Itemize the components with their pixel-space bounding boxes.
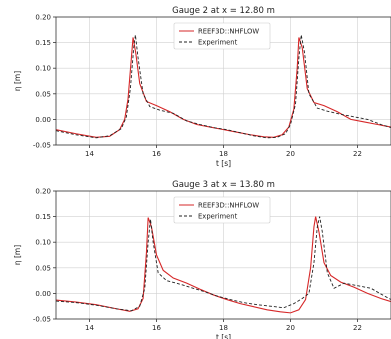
series-line-experiment — [56, 34, 391, 139]
x-tick-label: 14 — [85, 324, 94, 332]
chart-title: Gauge 3 at x = 13.80 m — [172, 180, 275, 190]
y-tick-label: -0.05 — [33, 316, 51, 324]
x-tick-label: 16 — [152, 324, 161, 332]
y-tick-label: 0.20 — [35, 14, 51, 22]
x-axis-label: t [s] — [216, 159, 231, 168]
x-tick-label: 20 — [286, 150, 295, 158]
y-axis-label: η [m] — [13, 71, 22, 91]
y-tick-label: 0.20 — [35, 188, 51, 196]
series-line-reef3d-nhflow — [56, 37, 391, 138]
x-tick-label: 18 — [219, 150, 228, 158]
y-tick-label: 0.00 — [35, 290, 51, 298]
y-tick-label: 0.15 — [35, 213, 51, 221]
y-axis-label: η [m] — [13, 245, 22, 265]
x-axis-label: t [s] — [216, 333, 231, 339]
y-tick-label: 0.15 — [35, 39, 51, 47]
legend-label: REEF3D::NHFLOW — [198, 28, 259, 36]
y-tick-label: 0.10 — [35, 65, 51, 73]
legend-label: REEF3D::NHFLOW — [198, 202, 259, 210]
legend-box — [173, 22, 271, 50]
x-tick-label: 22 — [353, 150, 362, 158]
y-tick-label: 0.05 — [35, 264, 51, 272]
y-tick-label: -0.05 — [33, 142, 51, 150]
x-tick-label: 20 — [286, 324, 295, 332]
axes-frame — [55, 16, 391, 146]
y-tick-label: 0.10 — [35, 239, 51, 247]
legend-label: Experiment — [198, 213, 238, 221]
x-tick-label: 16 — [152, 150, 161, 158]
axes-frame — [55, 190, 391, 320]
legend-label: Experiment — [198, 39, 238, 47]
x-tick-label: 18 — [219, 324, 228, 332]
chart-title: Gauge 2 at x = 12.80 m — [172, 6, 275, 16]
x-tick-label: 14 — [85, 150, 94, 158]
y-tick-label: 0.05 — [35, 90, 51, 98]
chart-panel-2: 14 16 18 20 22 -0.05 0.00 0.05 0.10 0.15 0.20 Gauge… — [13, 180, 391, 339]
legend-box — [173, 196, 271, 224]
chart-panel-1: 14 16 18 20 22 -0.05 0.00 0.05 0.10 0.15 0.20 Gauge… — [13, 6, 391, 168]
x-tick-label: 22 — [353, 324, 362, 332]
y-tick-label: 0.00 — [35, 116, 51, 124]
